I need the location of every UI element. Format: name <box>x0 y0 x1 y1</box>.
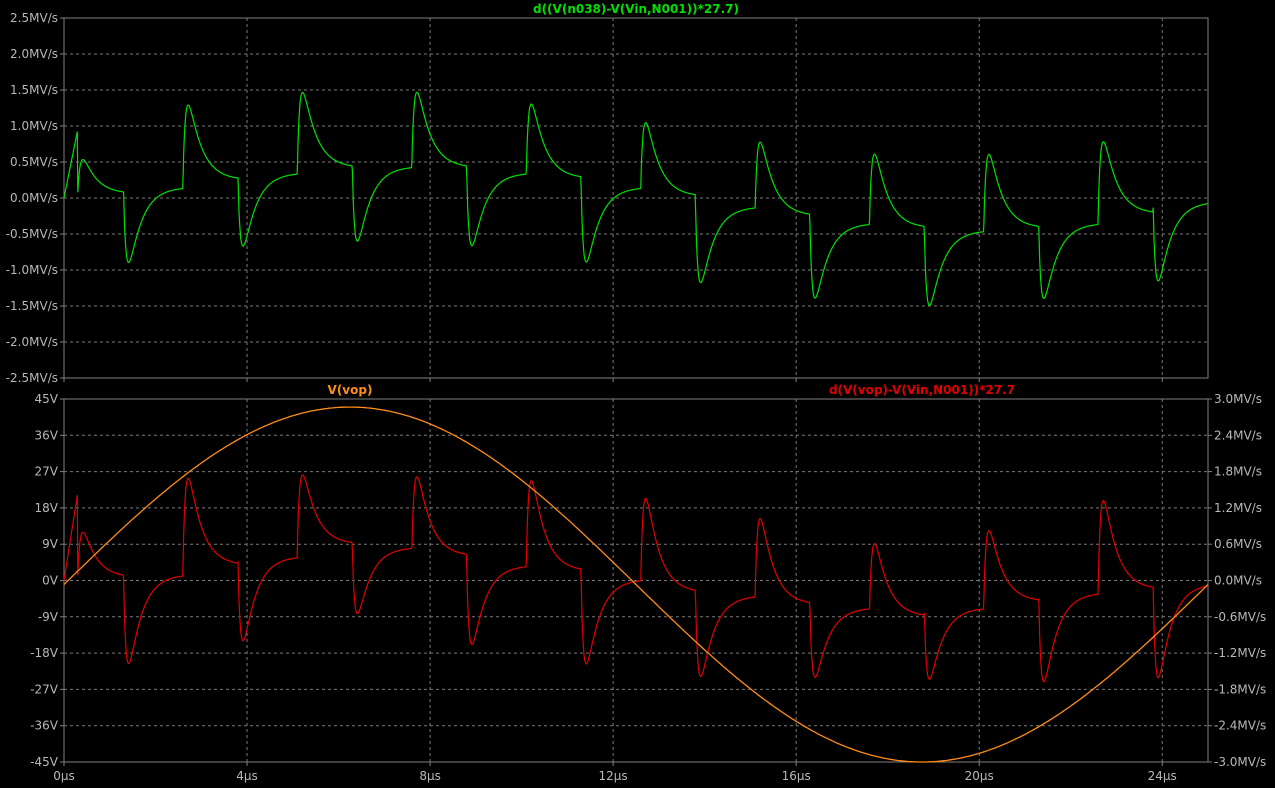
x-tick-label: 0µs <box>53 769 75 783</box>
y-tick-label-left: 1.0MV/s <box>10 119 58 133</box>
x-tick-label: 16µs <box>782 769 811 783</box>
y-tick-label-left: 0V <box>42 574 59 588</box>
y-tick-label-left: 36V <box>35 428 59 442</box>
y-tick-label-right: -2.4MV/s <box>1214 719 1266 733</box>
x-tick-label: 20µs <box>965 769 994 783</box>
y-tick-label-right: 1.2MV/s <box>1214 501 1262 515</box>
y-tick-label-left: 2.5MV/s <box>10 11 58 25</box>
y-tick-label-right: -0.6MV/s <box>1214 610 1266 624</box>
legend-dvop: d(V(vop)-V(Vin,N001))*27.7 <box>829 383 1015 397</box>
y-tick-label-left: -1.5MV/s <box>6 299 58 313</box>
y-tick-label-left: -1.0MV/s <box>6 263 58 277</box>
series-line-vop <box>63 406 1209 763</box>
y-tick-label-left: -27V <box>30 682 59 696</box>
y-tick-label-right: -3.0MV/s <box>1214 755 1266 769</box>
series-line-dvop <box>63 474 1209 683</box>
y-tick-label-right: 1.8MV/s <box>1214 465 1262 479</box>
x-tick-label: 12µs <box>599 769 628 783</box>
y-tick-label-left: 0.5MV/s <box>10 155 58 169</box>
plot-title-top: d((V(n038)-V(Vin,N001))*27.7) <box>533 2 739 16</box>
y-tick-label-left: -9V <box>38 610 59 624</box>
y-tick-label-left: 18V <box>35 501 59 515</box>
y-tick-label-left: -0.5MV/s <box>6 227 58 241</box>
x-tick-label: 24µs <box>1148 769 1177 783</box>
y-tick-label-right: 0.0MV/s <box>1214 574 1262 588</box>
y-tick-label-left: 45V <box>35 392 59 406</box>
y-tick-label-right: -1.2MV/s <box>1214 646 1266 660</box>
y-tick-label-left: -2.0MV/s <box>6 335 58 349</box>
y-tick-label-left: -2.5MV/s <box>6 371 58 385</box>
y-tick-label-left: -36V <box>30 719 59 733</box>
y-tick-label-left: 9V <box>42 537 59 551</box>
legend-vop: V(vop) <box>328 383 373 397</box>
y-tick-label-left: -45V <box>30 755 59 769</box>
series-line-dn038 <box>63 91 1209 307</box>
y-tick-label-right: 3.0MV/s <box>1214 392 1262 406</box>
y-tick-label-right: -1.8MV/s <box>1214 682 1266 696</box>
y-tick-label-left: 1.5MV/s <box>10 83 58 97</box>
y-tick-label-right: 0.6MV/s <box>1214 537 1262 551</box>
y-tick-label-left: 2.0MV/s <box>10 47 58 61</box>
y-tick-label-left: 27V <box>35 465 59 479</box>
y-tick-label-left: 0.0MV/s <box>10 191 58 205</box>
y-tick-label-right: 2.4MV/s <box>1214 428 1262 442</box>
y-tick-label-left: -18V <box>30 646 59 660</box>
x-tick-label: 8µs <box>419 769 441 783</box>
x-tick-label: 4µs <box>236 769 258 783</box>
